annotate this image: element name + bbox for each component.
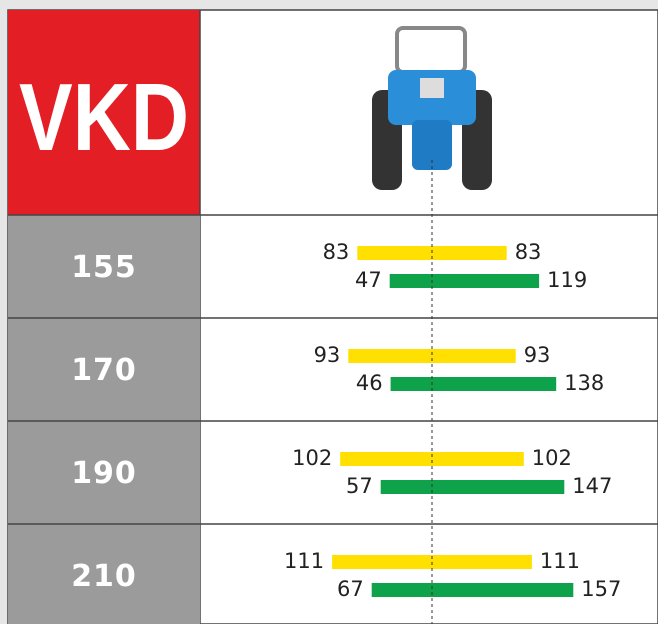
- green-bar: [372, 583, 574, 597]
- green-bar: [381, 480, 565, 494]
- left-value: 47: [355, 268, 382, 292]
- right-value: 83: [515, 240, 542, 264]
- row-label: 190: [71, 456, 137, 491]
- right-value: 102: [532, 446, 572, 470]
- row-label: 170: [71, 353, 137, 388]
- green-bar: [391, 377, 557, 391]
- right-value: 111: [540, 549, 580, 573]
- left-value: 83: [323, 240, 350, 264]
- right-value: 157: [581, 577, 621, 601]
- track-width-diagram: VKD 155838347119170939346138190102102571…: [0, 0, 658, 624]
- right-value: 93: [524, 343, 551, 367]
- left-value: 102: [292, 446, 332, 470]
- left-value: 93: [314, 343, 341, 367]
- header-title: VKD: [19, 64, 189, 171]
- row-label: 155: [71, 250, 137, 285]
- right-value: 138: [564, 371, 604, 395]
- row-label: 210: [71, 559, 137, 594]
- left-value: 67: [337, 577, 364, 601]
- left-value: 57: [346, 474, 373, 498]
- green-bar: [390, 274, 539, 288]
- left-value: 111: [284, 549, 324, 573]
- right-value: 147: [572, 474, 612, 498]
- left-value: 46: [356, 371, 383, 395]
- right-value: 119: [547, 268, 587, 292]
